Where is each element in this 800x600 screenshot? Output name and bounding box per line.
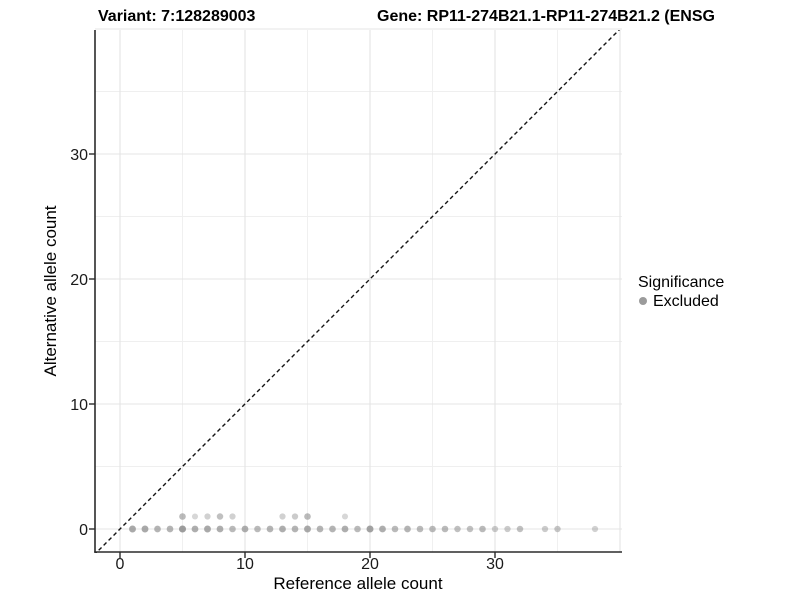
- y-axis-title: Alternative allele count: [41, 205, 60, 376]
- data-point: [129, 525, 136, 533]
- legend-item-label: Excluded: [653, 293, 719, 310]
- data-point: [466, 525, 474, 533]
- data-point: [591, 525, 599, 533]
- data-point: [279, 525, 286, 533]
- data-point: [204, 513, 211, 520]
- data-point: [141, 525, 149, 533]
- y-tick-label: 10: [70, 397, 88, 414]
- plot-title-variant: Variant: 7:128289003: [98, 8, 256, 25]
- legend: Significance Excluded: [638, 274, 724, 310]
- x-tick-label: 10: [236, 556, 254, 573]
- data-point: [216, 513, 224, 520]
- data-point: [279, 513, 286, 520]
- data-point: [541, 525, 549, 533]
- legend-title: Significance: [638, 274, 724, 291]
- data-point: [291, 513, 299, 520]
- data-point: [191, 525, 199, 533]
- y-tick-label: 30: [70, 147, 88, 164]
- data-point: [379, 525, 386, 533]
- x-tick-label: 30: [486, 556, 504, 573]
- data-point: [216, 525, 224, 533]
- data-point: [429, 525, 436, 533]
- data-point: [416, 525, 424, 533]
- data-point: [266, 525, 274, 533]
- data-point: [329, 525, 336, 533]
- data-point: [179, 513, 186, 520]
- y-tick-label: 0: [79, 522, 88, 539]
- data-point: [454, 525, 461, 533]
- x-axis-title: Reference allele count: [273, 574, 442, 593]
- data-point: [391, 525, 399, 533]
- data-point: [366, 525, 374, 533]
- data-point: [316, 525, 324, 533]
- axis-tick-labels: 0 10 20 30 0 10 20 30: [70, 147, 504, 573]
- data-point: [229, 525, 236, 533]
- axis-ticks: [89, 153, 496, 558]
- data-point: [354, 525, 361, 533]
- plot-title-gene: Gene: RP11-274B21.1-RP11-274B21.2 (ENSG: [377, 8, 715, 25]
- data-point: [554, 525, 561, 533]
- data-point: [241, 525, 249, 533]
- data-point: [229, 513, 236, 520]
- data-point: [178, 525, 187, 533]
- data-point: [254, 525, 261, 533]
- data-point: [341, 525, 349, 533]
- data-point: [304, 525, 311, 533]
- gridlines: [95, 28, 622, 552]
- data-point: [516, 525, 524, 533]
- data-point: [341, 513, 349, 520]
- data-point: [404, 525, 411, 533]
- data-points-group: [129, 513, 599, 533]
- data-point: [204, 525, 211, 533]
- x-tick-label: 20: [361, 556, 379, 573]
- y-tick-label: 20: [70, 272, 88, 289]
- x-tick-label: 0: [116, 556, 125, 573]
- data-point: [304, 513, 311, 520]
- legend-excluded-dot-icon: [639, 297, 647, 305]
- data-point: [191, 513, 199, 520]
- identity-reference-line: [95, 30, 620, 553]
- data-point: [154, 525, 161, 533]
- data-point: [441, 525, 449, 533]
- data-point: [504, 525, 511, 533]
- data-point: [166, 525, 174, 533]
- data-point: [479, 525, 486, 533]
- data-point: [491, 525, 499, 533]
- data-point: [291, 525, 299, 533]
